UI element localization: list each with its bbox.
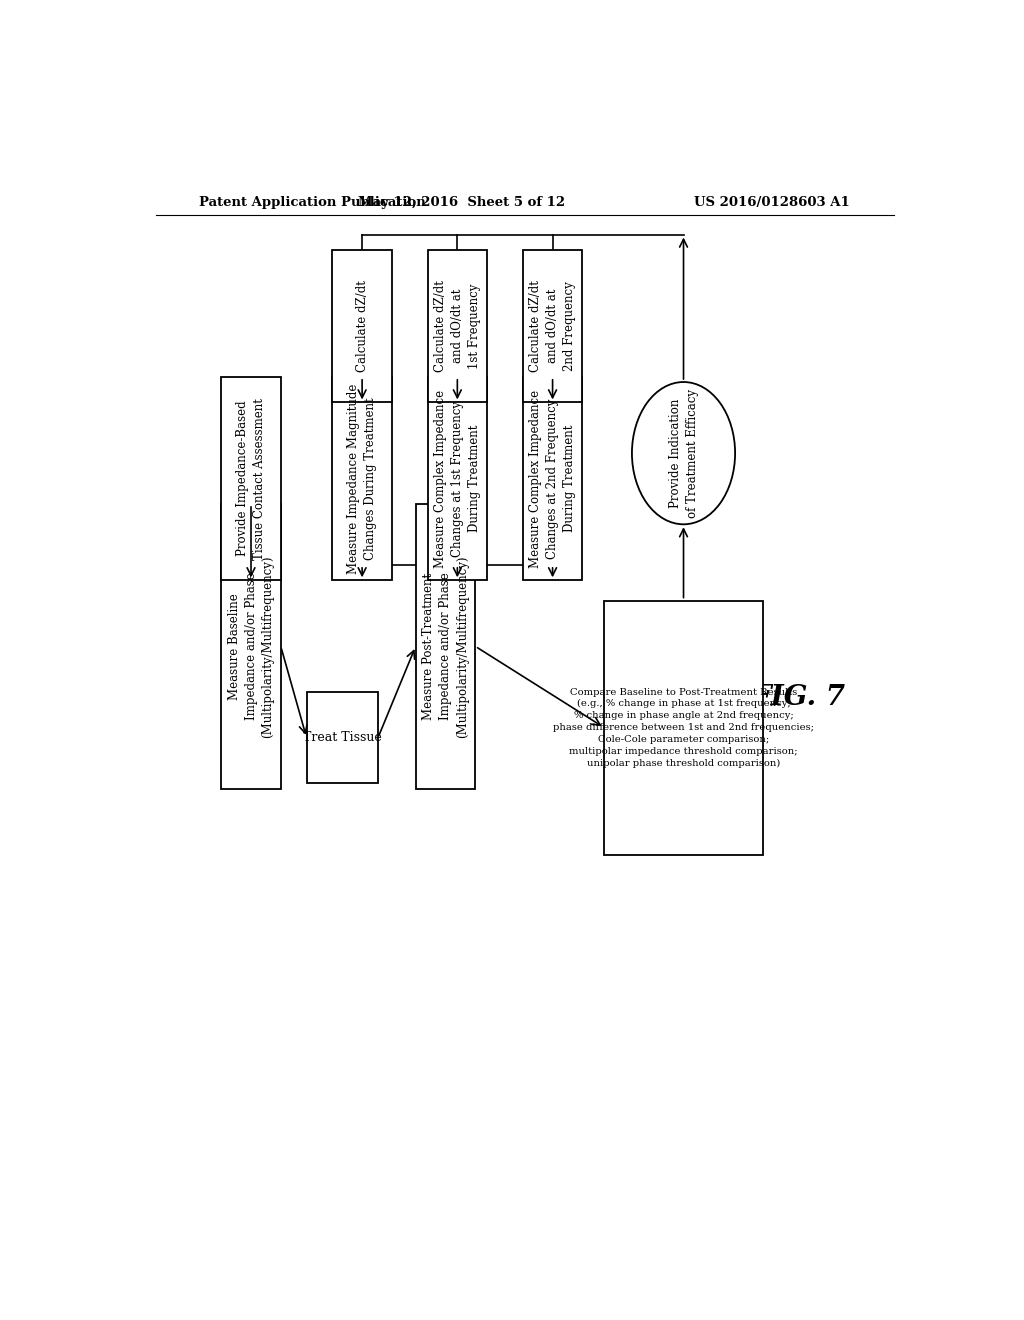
- FancyBboxPatch shape: [416, 504, 475, 788]
- Text: Calculate dZ/dt: Calculate dZ/dt: [355, 280, 369, 372]
- FancyBboxPatch shape: [428, 378, 487, 581]
- FancyBboxPatch shape: [333, 378, 392, 581]
- Text: Provide Impedance-Based
Tissue Contact Assessment: Provide Impedance-Based Tissue Contact A…: [236, 397, 266, 560]
- Text: US 2016/0128603 A1: US 2016/0128603 A1: [694, 195, 850, 209]
- Text: Measure Post-Treatment
Impedance and/or Phase
(Multipolarity/Multifrequency): Measure Post-Treatment Impedance and/or …: [422, 554, 469, 738]
- FancyBboxPatch shape: [428, 249, 487, 403]
- Text: FIG. 7: FIG. 7: [752, 684, 846, 710]
- Ellipse shape: [632, 381, 735, 524]
- Text: Treat Tissue: Treat Tissue: [303, 731, 382, 744]
- FancyBboxPatch shape: [523, 378, 583, 581]
- Text: Measure Baseline
Impedance and/or Phase
(Multipolarity/Multifrequency): Measure Baseline Impedance and/or Phase …: [227, 554, 274, 738]
- FancyBboxPatch shape: [306, 692, 378, 784]
- Text: Measure Complex Impedance
Changes at 1st Frequency
During Treatment: Measure Complex Impedance Changes at 1st…: [434, 389, 481, 568]
- Text: Calculate dZ/dt
and dO/dt at
2nd Frequency: Calculate dZ/dt and dO/dt at 2nd Frequen…: [529, 280, 577, 372]
- Text: Measure Complex Impedance
Changes at 2nd Frequency
During Treatment: Measure Complex Impedance Changes at 2nd…: [529, 389, 577, 568]
- Text: Calculate dZ/dt
and dO/dt at
1st Frequency: Calculate dZ/dt and dO/dt at 1st Frequen…: [434, 280, 481, 372]
- FancyBboxPatch shape: [523, 249, 583, 403]
- FancyBboxPatch shape: [221, 504, 281, 788]
- Text: Measure Impedance Magnitude
Changes During Treatment: Measure Impedance Magnitude Changes Duri…: [347, 383, 377, 574]
- FancyBboxPatch shape: [221, 378, 281, 581]
- Text: May 12, 2016  Sheet 5 of 12: May 12, 2016 Sheet 5 of 12: [357, 195, 565, 209]
- Text: Patent Application Publication: Patent Application Publication: [200, 195, 426, 209]
- Text: Provide Indication
of Treatment Efficacy: Provide Indication of Treatment Efficacy: [669, 388, 698, 517]
- Text: Compare Baseline to Post-Treatment Results
(e.g., % change in phase at 1st frequ: Compare Baseline to Post-Treatment Resul…: [553, 688, 814, 768]
- FancyBboxPatch shape: [333, 249, 392, 403]
- FancyBboxPatch shape: [604, 601, 763, 854]
